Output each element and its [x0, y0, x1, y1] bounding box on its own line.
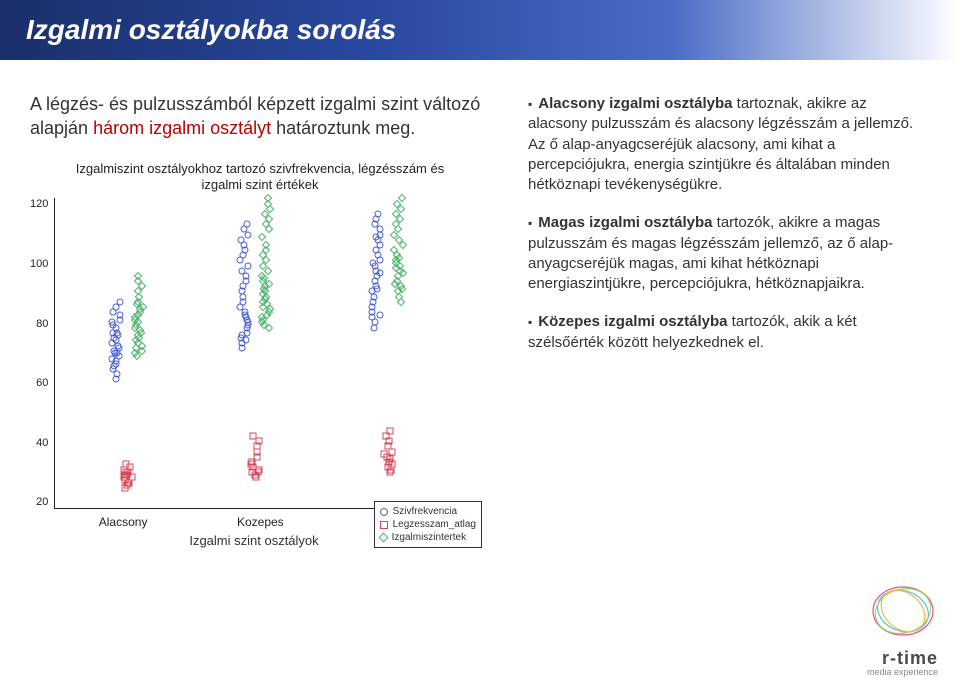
data-point	[123, 461, 130, 468]
data-point	[117, 298, 124, 305]
legend-row: Legzesszam_atlag	[380, 518, 476, 531]
y-tick: 120	[30, 198, 48, 210]
data-point	[239, 267, 246, 274]
y-tick: 100	[30, 258, 48, 270]
chart-title-line2: izgalmi szint értékek	[201, 177, 318, 192]
info-paragraph: Magas izgalmi osztályba tartozók, akikre…	[528, 213, 930, 294]
legend-swatch-icon	[378, 533, 388, 543]
data-point	[376, 311, 383, 318]
paragraph-bold: Alacsony izgalmi osztályba	[538, 95, 732, 112]
paragraph-bold: Magas izgalmi osztályba	[538, 214, 712, 231]
chart-title: Izgalmiszint osztályokhoz tartozó szivfr…	[30, 161, 490, 195]
chart-legend: SzivfrekvenciaLegzesszam_atlagIzgalmiszi…	[374, 501, 482, 548]
logo-swirl-icon	[868, 581, 938, 641]
data-point	[380, 451, 387, 458]
title-bar: Izgalmi osztályokba sorolás	[0, 0, 960, 60]
intro-part2: határoztunk meg.	[271, 118, 415, 138]
intro-paragraph: A légzés- és pulzusszámból képzett izgal…	[30, 92, 500, 141]
data-point	[245, 262, 252, 269]
page-title: Izgalmi osztályokba sorolás	[26, 14, 960, 46]
chart-title-line1: Izgalmiszint osztályokhoz tartozó szivfr…	[76, 161, 444, 176]
plot-area	[54, 198, 455, 509]
legend-swatch-icon	[380, 508, 388, 516]
chart-card: Izgalmiszint osztályokhoz tartozó szivfr…	[30, 161, 490, 549]
data-point	[117, 311, 124, 318]
x-tick: Kozepes	[237, 515, 284, 529]
data-point	[245, 231, 252, 238]
legend-label: Izgalmiszintertek	[392, 531, 466, 544]
data-point	[249, 433, 256, 440]
intro-highlight: három izgalmi osztályt	[93, 118, 271, 138]
data-point	[244, 221, 251, 228]
legend-label: Szivfrekvencia	[393, 505, 457, 518]
legend-label: Legzesszam_atlag	[393, 518, 476, 531]
y-tick: 80	[30, 318, 48, 330]
left-column: A légzés- és pulzusszámból képzett izgal…	[30, 92, 500, 548]
plot-wrap: 120 100 80 60 40 20	[30, 198, 490, 509]
logo-subtitle: media experience	[867, 667, 938, 677]
y-tick: 40	[30, 437, 48, 449]
y-tick: 60	[30, 377, 48, 389]
y-axis: 120 100 80 60 40 20	[30, 198, 54, 508]
legend-row: Szivfrekvencia	[380, 505, 476, 518]
data-point	[109, 319, 116, 326]
data-point	[374, 210, 381, 217]
data-point	[237, 236, 244, 243]
y-tick: 20	[30, 496, 48, 508]
paragraph-bold: Közepes izgalmi osztályba	[538, 313, 727, 330]
right-column: Alacsony izgalmi osztályba tartoznak, ak…	[528, 92, 930, 548]
info-paragraph: Alacsony izgalmi osztályba tartoznak, ak…	[528, 94, 930, 195]
logo: r-time media experience	[867, 581, 938, 677]
legend-row: Izgalmiszintertek	[380, 531, 476, 544]
logo-name: r-time	[867, 648, 938, 669]
legend-swatch-icon	[380, 521, 388, 529]
info-paragraph: Közepes izgalmi osztályba tartozók, akik…	[528, 312, 930, 353]
content-row: A légzés- és pulzusszámból képzett izgal…	[0, 60, 960, 548]
x-tick: Alacsony	[99, 515, 148, 529]
data-point	[386, 427, 393, 434]
